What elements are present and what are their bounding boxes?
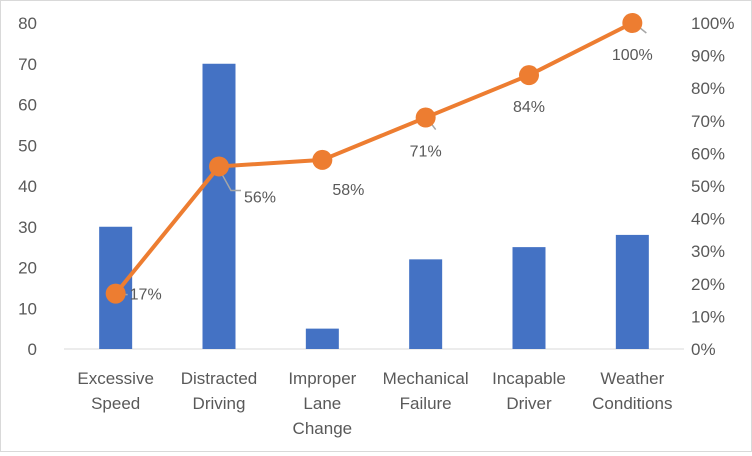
- category-label: Mechanical Failure: [383, 369, 469, 413]
- left-axis-tick-label: 50: [18, 136, 37, 155]
- right-axis-tick-label: 70%: [691, 112, 725, 131]
- left-axis-tick-label: 20: [18, 259, 37, 278]
- cumulative-data-label: 71%: [410, 144, 442, 161]
- right-axis-tick-label: 20%: [691, 275, 725, 294]
- left-axis-tick-label: 40: [18, 177, 37, 196]
- right-axis-tick-label: 100%: [691, 14, 734, 33]
- right-axis-tick-label: 40%: [691, 210, 725, 229]
- bar: [615, 234, 649, 349]
- left-axis-tick-label: 10: [18, 299, 37, 318]
- cumulative-data-label: 84%: [513, 99, 545, 116]
- category-label: Excessive Speed: [77, 369, 154, 413]
- right-axis-tick-label: 10%: [691, 307, 725, 326]
- data-label-leader: [220, 172, 241, 192]
- cumulative-point: [415, 107, 436, 128]
- right-axis-tick-label: 50%: [691, 177, 725, 196]
- cumulative-point: [622, 13, 643, 33]
- category-label: Weather Conditions: [592, 369, 672, 413]
- cumulative-data-label: 17%: [130, 287, 162, 304]
- right-axis-tick-label: 30%: [691, 242, 725, 261]
- left-axis-tick-label: 70: [18, 55, 37, 74]
- left-axis-tick-label: 0: [28, 340, 37, 359]
- cumulative-line: [114, 21, 634, 295]
- right-axis-tick-label: 90%: [691, 47, 725, 66]
- right-axis-tick-label: 60%: [691, 144, 725, 163]
- right-axis-tick-label: 80%: [691, 79, 725, 98]
- left-axis-tick-label: 30: [18, 218, 37, 237]
- cumulative-data-label: 56%: [244, 189, 276, 206]
- bar: [305, 328, 339, 349]
- left-axis-tick-label: 60: [18, 96, 37, 115]
- left-axis-tick-label: 80: [18, 14, 37, 33]
- bar: [202, 63, 236, 349]
- cumulative-point: [209, 156, 229, 177]
- category-label: Improper Lane Change: [288, 369, 356, 438]
- category-label: Incapable Driver: [492, 369, 566, 413]
- cumulative-point: [519, 65, 539, 86]
- bar: [409, 259, 443, 349]
- category-label: Distracted Driving: [181, 369, 258, 413]
- bar: [512, 247, 546, 349]
- cumulative-point: [312, 149, 333, 170]
- cumulative-data-label: 100%: [612, 47, 653, 64]
- cumulative-point: [105, 283, 126, 304]
- right-axis-tick-label: 0%: [691, 340, 716, 359]
- cumulative-data-label: 58%: [332, 182, 364, 199]
